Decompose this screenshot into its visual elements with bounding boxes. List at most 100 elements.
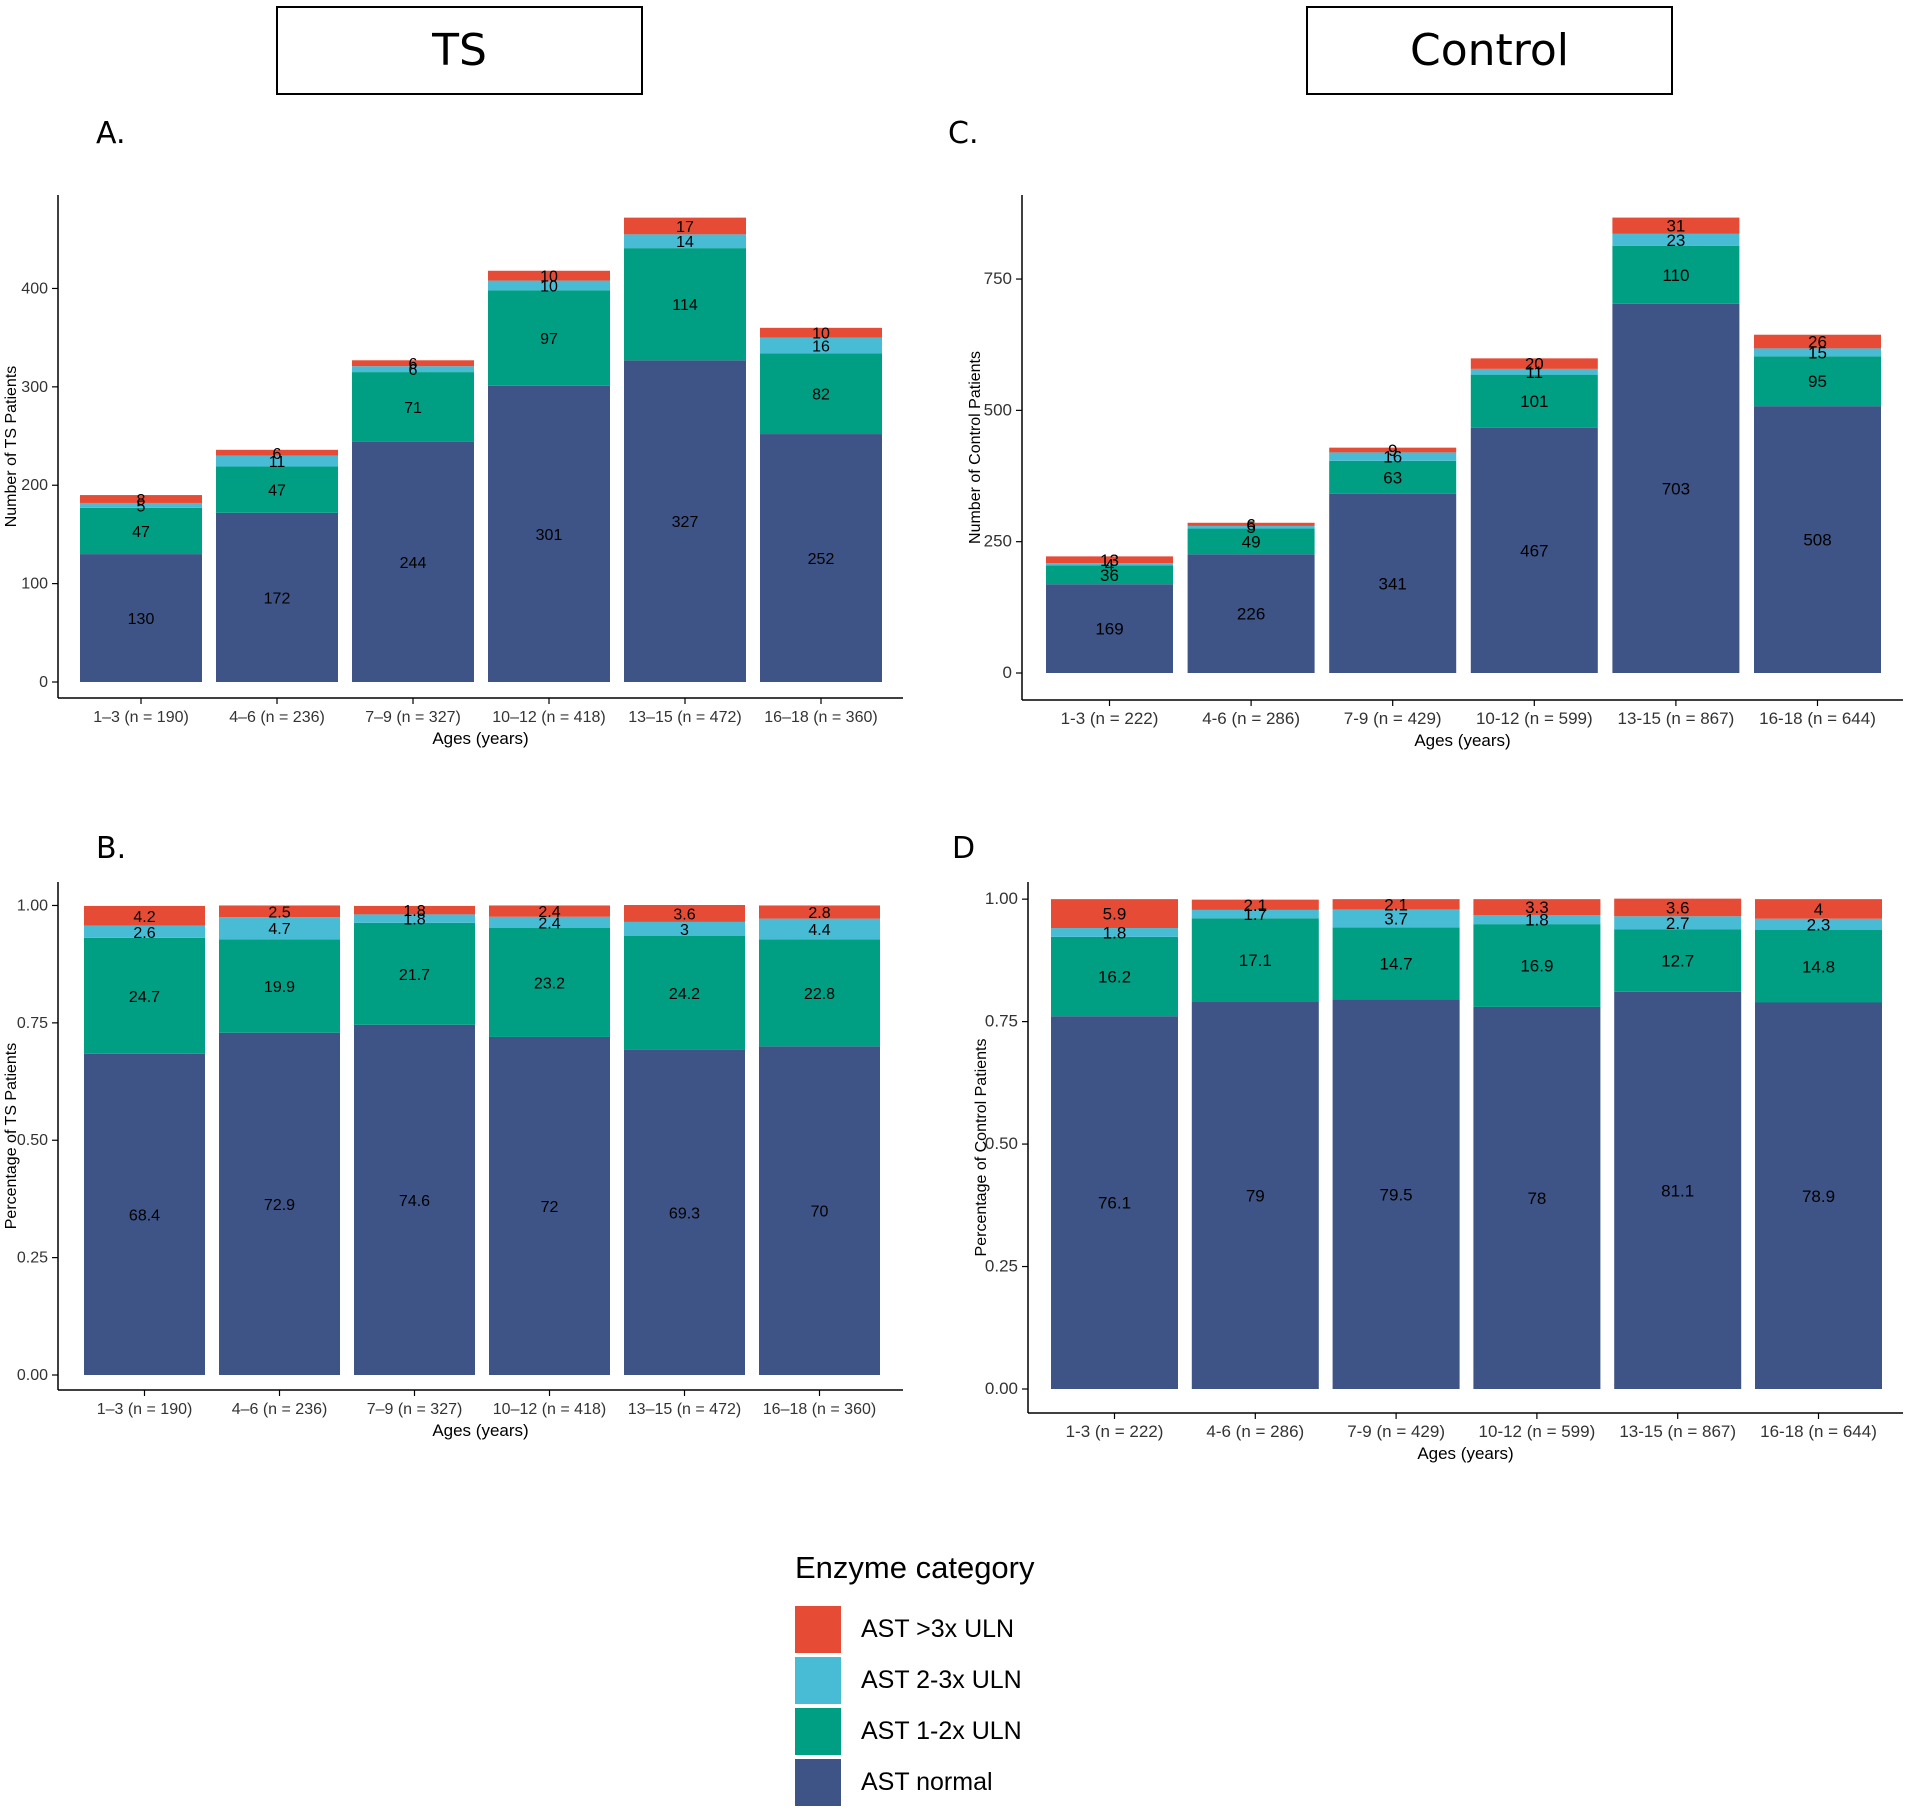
y-tick-label-b: 0.75 — [17, 1015, 48, 1032]
data-label-b: 69.3 — [669, 1205, 700, 1222]
y-tick-label-a: 100 — [21, 576, 48, 593]
y-tick-label-c: 750 — [984, 269, 1012, 288]
bar-b-normal-1 — [219, 1032, 340, 1375]
panel-c-label: C. — [948, 116, 979, 151]
x-tick-label-c: 16-18 (n = 644) — [1759, 709, 1876, 728]
bar-c-two_three-0 — [1046, 563, 1173, 566]
bar-c-one_two-4 — [1612, 245, 1740, 304]
bar-c-normal-4 — [1612, 303, 1740, 673]
data-label-b: 24.2 — [669, 986, 700, 1003]
bar-a-two_three-0 — [80, 502, 202, 508]
data-label-d: 16.2 — [1098, 968, 1131, 987]
data-label-c: 26 — [1808, 333, 1827, 352]
bar-c-normal-2 — [1329, 493, 1457, 673]
bar-a-two_three-3 — [488, 280, 610, 291]
panel-d-label: D — [952, 831, 976, 866]
data-label-a: 6 — [409, 356, 418, 373]
bar-a-normal-5 — [760, 434, 882, 682]
bar-b-three_plus-0 — [84, 905, 205, 926]
data-label-b: 72 — [541, 1199, 559, 1216]
data-label-d: 4 — [1814, 900, 1823, 919]
data-label-d: 79 — [1246, 1187, 1265, 1206]
data-label-d: 1.7 — [1243, 905, 1267, 924]
bar-a-two_three-4 — [624, 234, 746, 249]
bar-a-normal-1 — [216, 512, 338, 682]
bar-b-one_two-4 — [624, 935, 745, 1050]
legend-swatch-ast-normal — [795, 1759, 841, 1806]
bar-d-one_two-5 — [1755, 930, 1882, 1003]
chart-d: 0.00 0.25 0.50 0.75 1.00 Percentage of Contro… — [973, 882, 1903, 1463]
data-label-c: 15 — [1808, 343, 1827, 362]
bar-a-normal-2 — [352, 441, 474, 682]
data-label-b: 2.4 — [538, 904, 560, 921]
data-label-d: 1.8 — [1525, 911, 1549, 930]
y-tick-label-d: 0.75 — [985, 1012, 1018, 1031]
y-axis-label-b: Percentage of TS Patients — [3, 1043, 20, 1229]
data-label-b: 3.6 — [673, 906, 695, 923]
bar-d-one_two-2 — [1332, 927, 1460, 1000]
x-tick-label-b: 13–15 (n = 472) — [628, 1401, 741, 1418]
data-label-d: 17.1 — [1239, 951, 1272, 970]
bar-a-one_two-3 — [488, 290, 610, 386]
y-axis-label-c: Number of Control Patients — [967, 351, 984, 544]
data-label-b: 74.6 — [399, 1193, 430, 1210]
bar-b-three_plus-5 — [759, 905, 880, 919]
data-label-c: 49 — [1242, 532, 1261, 551]
panel-a-label: A. — [96, 116, 126, 151]
control-group-title: Control — [1306, 6, 1673, 95]
bar-a-one_two-5 — [760, 353, 882, 435]
y-tick-label-c: 500 — [984, 400, 1012, 419]
x-tick-label-d: 7-9 (n = 429) — [1347, 1422, 1445, 1441]
bar-d-three_plus-2 — [1332, 899, 1460, 910]
data-label-d: 14.8 — [1802, 957, 1835, 976]
data-label-a: 10 — [540, 269, 558, 286]
bar-b-two_three-5 — [759, 918, 880, 940]
bar-c-two_three-2 — [1329, 452, 1457, 461]
bar-c-two_three-3 — [1470, 368, 1598, 375]
data-label-a: 301 — [536, 527, 563, 544]
data-label-c: 467 — [1520, 541, 1548, 560]
bar-c-one_two-3 — [1470, 374, 1598, 428]
data-label-a: 16 — [812, 339, 830, 356]
x-tick-label-d: 4-6 (n = 286) — [1206, 1422, 1304, 1441]
bar-d-three_plus-5 — [1755, 899, 1882, 919]
x-tick-label-c: 4-6 (n = 286) — [1202, 709, 1300, 728]
bar-d-one_two-3 — [1473, 924, 1601, 1007]
x-tick-label-b: 16–18 (n = 360) — [763, 1401, 876, 1418]
data-label-d: 2.1 — [1243, 896, 1267, 915]
bar-a-normal-4 — [624, 360, 746, 682]
bar-d-two_three-3 — [1473, 915, 1601, 925]
data-label-d: 3.3 — [1525, 898, 1549, 917]
data-label-a: 172 — [264, 590, 291, 607]
bar-b-two_three-0 — [84, 925, 205, 938]
y-tick-label-d: 0.00 — [985, 1379, 1018, 1398]
data-label-a: 130 — [128, 611, 155, 628]
data-label-c: 5 — [1246, 518, 1255, 537]
x-tick-label-c: 10-12 (n = 599) — [1476, 709, 1593, 728]
chart-c: 0 250 500 750 Number of Control Patients 169 3… — [967, 195, 1903, 750]
y-tick-label-b: 0.00 — [17, 1367, 48, 1384]
bar-a-one_two-4 — [624, 248, 746, 361]
bar-d-normal-0 — [1051, 1016, 1178, 1389]
bar-d-three_plus-0 — [1051, 899, 1178, 929]
bar-c-two_three-5 — [1754, 348, 1881, 357]
panel-b-label: B. — [96, 831, 127, 866]
bar-b-three_plus-2 — [354, 905, 475, 915]
data-label-a: 10 — [540, 279, 558, 296]
data-label-b: 68.4 — [129, 1207, 160, 1224]
y-tick-label-a: 300 — [21, 379, 48, 396]
x-tick-label-d: 13-15 (n = 867) — [1619, 1422, 1736, 1441]
bar-c-two_three-4 — [1612, 233, 1740, 246]
y-tick-label-b: 0.25 — [17, 1250, 48, 1267]
data-label-a: 244 — [400, 555, 427, 572]
data-label-b: 4.7 — [268, 921, 290, 938]
bar-c-three_plus-5 — [1754, 334, 1881, 349]
bar-b-normal-5 — [759, 1046, 880, 1375]
bar-b-three_plus-4 — [624, 905, 745, 922]
data-label-c: 703 — [1662, 479, 1690, 498]
bar-d-normal-3 — [1473, 1006, 1601, 1389]
chart-b: 0.00 0.25 0.50 0.75 1.00 Percentage of TS Pat… — [3, 882, 903, 1440]
bar-a-three_plus-1 — [216, 449, 338, 456]
bar-c-three_plus-2 — [1329, 447, 1457, 453]
